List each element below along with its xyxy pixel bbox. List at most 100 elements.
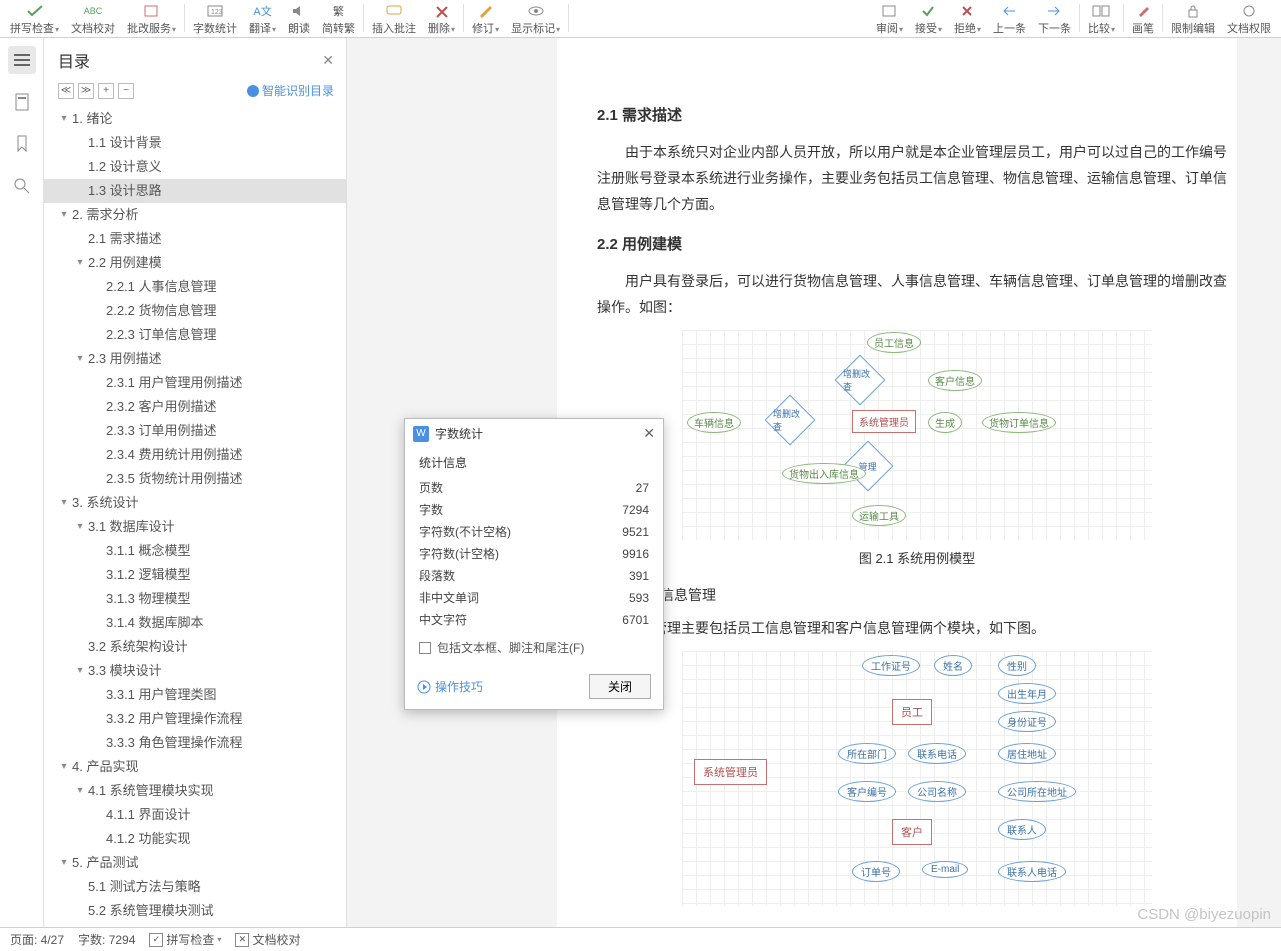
nav-tab[interactable]: [8, 88, 36, 116]
simp-trad-button[interactable]: 繁简转繁: [316, 0, 361, 36]
check-icon: [25, 3, 45, 19]
toc-item-label: 2.3.1 用户管理用例描述: [106, 374, 243, 392]
doc-proof-button[interactable]: ABC文档校对: [65, 0, 121, 36]
toc-item[interactable]: 3.1.3 物理模型: [44, 587, 346, 611]
restrict-button[interactable]: 限制编辑: [1165, 0, 1221, 36]
outline-tab[interactable]: [8, 46, 36, 74]
side-tabs: [0, 38, 44, 927]
include-footnotes-checkbox[interactable]: 包括文本框、脚注和尾注(F): [419, 639, 649, 656]
close-icon[interactable]: ✕: [322, 52, 334, 69]
stat-label: 字符数(不计空格): [419, 521, 511, 543]
dialog-titlebar[interactable]: W 字数统计 ✕: [405, 419, 663, 448]
search-tab[interactable]: [8, 172, 36, 200]
reject-button[interactable]: 拒绝▾: [948, 0, 987, 36]
toc-item[interactable]: 3.3.3 角色管理操作流程: [44, 731, 346, 755]
toc-item[interactable]: 1.1 设计背景: [44, 131, 346, 155]
spell-check-status[interactable]: ✓拼写检查▾: [149, 931, 221, 948]
toc-item[interactable]: 3.1.4 数据库脚本: [44, 611, 346, 635]
doc-perm-button[interactable]: 文档权限: [1221, 0, 1277, 36]
toc-item[interactable]: 3.1.2 逻辑模型: [44, 563, 346, 587]
toc-item[interactable]: 2.3.3 订单用例描述: [44, 419, 346, 443]
toc-list[interactable]: ▾1. 绪论1.1 设计背景1.2 设计意义1.3 设计思路▾2. 需求分析2.…: [44, 105, 346, 927]
word-count-button[interactable]: 123字数统计: [187, 0, 243, 36]
toc-item[interactable]: 2.2.3 订单信息管理: [44, 323, 346, 347]
spell-check-button[interactable]: 拼写检查▾: [4, 0, 65, 36]
toc-item[interactable]: ▾2. 需求分析: [44, 203, 346, 227]
toc-item[interactable]: 5.2 系统管理模块测试: [44, 899, 346, 923]
compare-button[interactable]: 比较▾: [1082, 0, 1121, 36]
toc-item[interactable]: 1.2 设计意义: [44, 155, 346, 179]
batch-icon: [142, 3, 162, 19]
smart-toc-button[interactable]: 智能识别目录: [247, 82, 334, 99]
toc-item[interactable]: ▾4. 产品实现: [44, 755, 346, 779]
revise-button[interactable]: 修订▾: [466, 0, 505, 36]
toc-item[interactable]: ▾3.1 数据库设计: [44, 515, 346, 539]
reject-icon: [957, 3, 977, 19]
toc-item[interactable]: ▾3.3 模块设计: [44, 659, 346, 683]
toc-item-label: 1.2 设计意义: [88, 158, 162, 176]
dialog-close-icon[interactable]: ✕: [643, 425, 655, 442]
toc-item-label: 2.2 用例建模: [88, 254, 162, 272]
toc-item[interactable]: 3.2 系统架构设计: [44, 635, 346, 659]
expand-all-button[interactable]: ≫: [78, 83, 94, 99]
toc-item-label: 2.3.4 费用统计用例描述: [106, 446, 243, 464]
accept-icon: [918, 3, 938, 19]
read-aloud-button[interactable]: 朗读: [282, 0, 316, 36]
toc-item[interactable]: 2.3.2 客户用例描述: [44, 395, 346, 419]
toc-item[interactable]: 2.3.4 费用统计用例描述: [44, 443, 346, 467]
stat-row: 段落数391: [419, 565, 649, 587]
collapse-all-button[interactable]: ≪: [58, 83, 74, 99]
batch-service-button[interactable]: 批改服务▾: [121, 0, 182, 36]
toc-item[interactable]: 2.3.1 用户管理用例描述: [44, 371, 346, 395]
diagram-node: 居住地址: [998, 743, 1056, 764]
chevron-down-icon: ▾: [58, 110, 70, 128]
toc-item[interactable]: 2.2.2 货物信息管理: [44, 299, 346, 323]
insert-comment-button[interactable]: 插入批注: [366, 0, 422, 36]
stat-label: 字数: [419, 499, 443, 521]
toc-item[interactable]: 4.1.2 功能实现: [44, 827, 346, 851]
delete-button[interactable]: 删除▾: [422, 0, 461, 36]
chevron-down-icon: ▾: [58, 206, 70, 224]
brush-button[interactable]: 画笔: [1126, 0, 1160, 36]
toc-item[interactable]: ▾2.2 用例建模: [44, 251, 346, 275]
toc-item-label: 3.3 模块设计: [88, 662, 162, 680]
toc-item[interactable]: ▾2.3 用例描述: [44, 347, 346, 371]
review-button[interactable]: 审阅▾: [870, 0, 909, 36]
proof-status[interactable]: ✕文档校对: [235, 931, 300, 948]
toc-item[interactable]: ▾3. 系统设计: [44, 491, 346, 515]
dialog-title: 字数统计: [435, 425, 483, 442]
wps-icon: W: [413, 426, 429, 442]
diagram-node: 出生年月: [998, 683, 1056, 704]
toc-item[interactable]: ▾4.1 系统管理模块实现: [44, 779, 346, 803]
toc-item[interactable]: ▾1. 绪论: [44, 107, 346, 131]
next-button[interactable]: 下一条: [1032, 0, 1077, 36]
toc-item[interactable]: ▾5. 产品测试: [44, 851, 346, 875]
toc-item[interactable]: 3.3.2 用户管理操作流程: [44, 707, 346, 731]
toc-item[interactable]: 3.3.1 用户管理类图: [44, 683, 346, 707]
diagram-node: 姓名: [934, 655, 972, 676]
toc-item[interactable]: 3.1.1 概念模型: [44, 539, 346, 563]
chevron-down-icon: ▾: [58, 758, 70, 776]
dialog-close-button[interactable]: 关闭: [589, 674, 651, 699]
bookmark-tab[interactable]: [8, 130, 36, 158]
diagram-node: 联系人: [998, 819, 1046, 840]
toc-item[interactable]: 2.3.5 货物统计用例描述: [44, 467, 346, 491]
prev-button[interactable]: 上一条: [987, 0, 1032, 36]
show-marks-button[interactable]: 显示标记▾: [505, 0, 566, 36]
translate-button[interactable]: A文翻译▾: [243, 0, 282, 36]
eye-icon: [526, 3, 546, 19]
accept-button[interactable]: 接受▾: [909, 0, 948, 36]
toc-item[interactable]: 5.1 测试方法与策略: [44, 875, 346, 899]
toc-item[interactable]: 4.1.1 界面设计: [44, 803, 346, 827]
ai-icon: [247, 85, 259, 97]
operation-tips-link[interactable]: 操作技巧: [417, 678, 483, 695]
toc-item[interactable]: 1.3 设计思路: [44, 179, 346, 203]
expand-button[interactable]: +: [98, 83, 114, 99]
toc-item[interactable]: 2.2.1 人事信息管理: [44, 275, 346, 299]
page-indicator[interactable]: 页面: 4/27: [10, 931, 64, 948]
word-count-indicator[interactable]: 字数: 7294: [78, 931, 135, 948]
collapse-button[interactable]: −: [118, 83, 134, 99]
status-bar: 页面: 4/27 字数: 7294 ✓拼写检查▾ ✕文档校对: [0, 927, 1281, 951]
toc-item[interactable]: 2.1 需求描述: [44, 227, 346, 251]
perm-icon: [1239, 3, 1259, 19]
